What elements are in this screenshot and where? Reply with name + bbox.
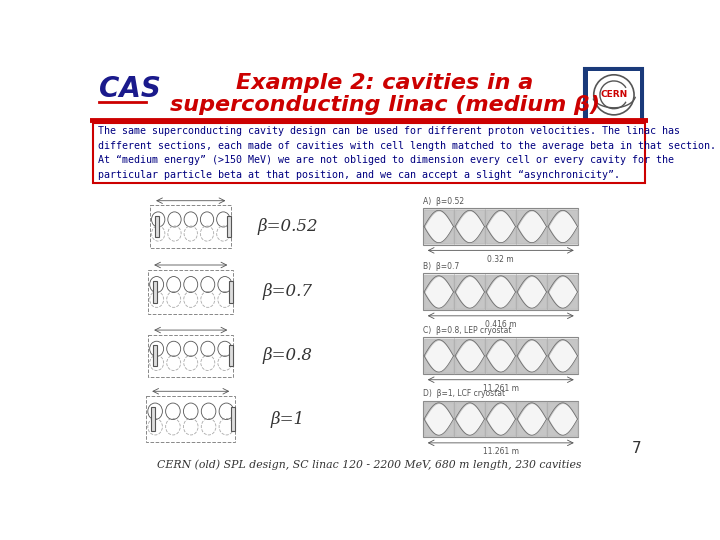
FancyBboxPatch shape [423,273,578,310]
Text: C)  β=0.8, LEP cryostat: C) β=0.8, LEP cryostat [423,326,512,335]
Bar [227,216,231,237]
Bar [230,408,235,430]
Bar [229,345,233,367]
FancyBboxPatch shape [585,68,644,122]
FancyBboxPatch shape [423,338,578,374]
Text: 0.416 m: 0.416 m [485,320,516,329]
Text: CERN: CERN [600,90,628,99]
Text: A)  β=0.52: A) β=0.52 [423,197,464,206]
FancyBboxPatch shape [423,401,578,437]
FancyBboxPatch shape [423,208,578,245]
FancyBboxPatch shape [588,71,640,119]
Text: β=0.7: β=0.7 [263,284,312,300]
Text: β=0.52: β=0.52 [257,218,318,235]
Bar [146,396,235,442]
Text: superconducting linac (medium β): superconducting linac (medium β) [169,95,600,115]
Bar [153,345,158,367]
Bar [150,408,156,430]
Text: 11.261 m: 11.261 m [482,384,518,393]
Text: 11.261 m: 11.261 m [482,448,518,456]
Text: Example 2: cavities in a: Example 2: cavities in a [236,73,533,93]
Bar [148,335,233,377]
Text: CAS: CAS [99,76,161,104]
Text: CERN (old) SPL design, SC linac 120 - 2200 MeV, 680 m length, 230 cavities: CERN (old) SPL design, SC linac 120 - 22… [157,459,581,470]
Text: The same superconducting cavity design can be used for different proton velociti: The same superconducting cavity design c… [98,126,716,180]
FancyBboxPatch shape [93,123,645,183]
Text: D)  β=1, LCF cryostat: D) β=1, LCF cryostat [423,389,505,398]
Bar [229,281,233,303]
Text: B)  β=0.7: B) β=0.7 [423,262,459,271]
Bar [155,216,159,237]
Bar [150,205,231,248]
Bar [148,269,233,314]
Bar [153,281,158,303]
Text: β=1: β=1 [271,410,305,428]
Text: 0.32 m: 0.32 m [487,255,514,264]
Text: β=0.8: β=0.8 [263,347,312,365]
Text: 7: 7 [632,441,642,456]
